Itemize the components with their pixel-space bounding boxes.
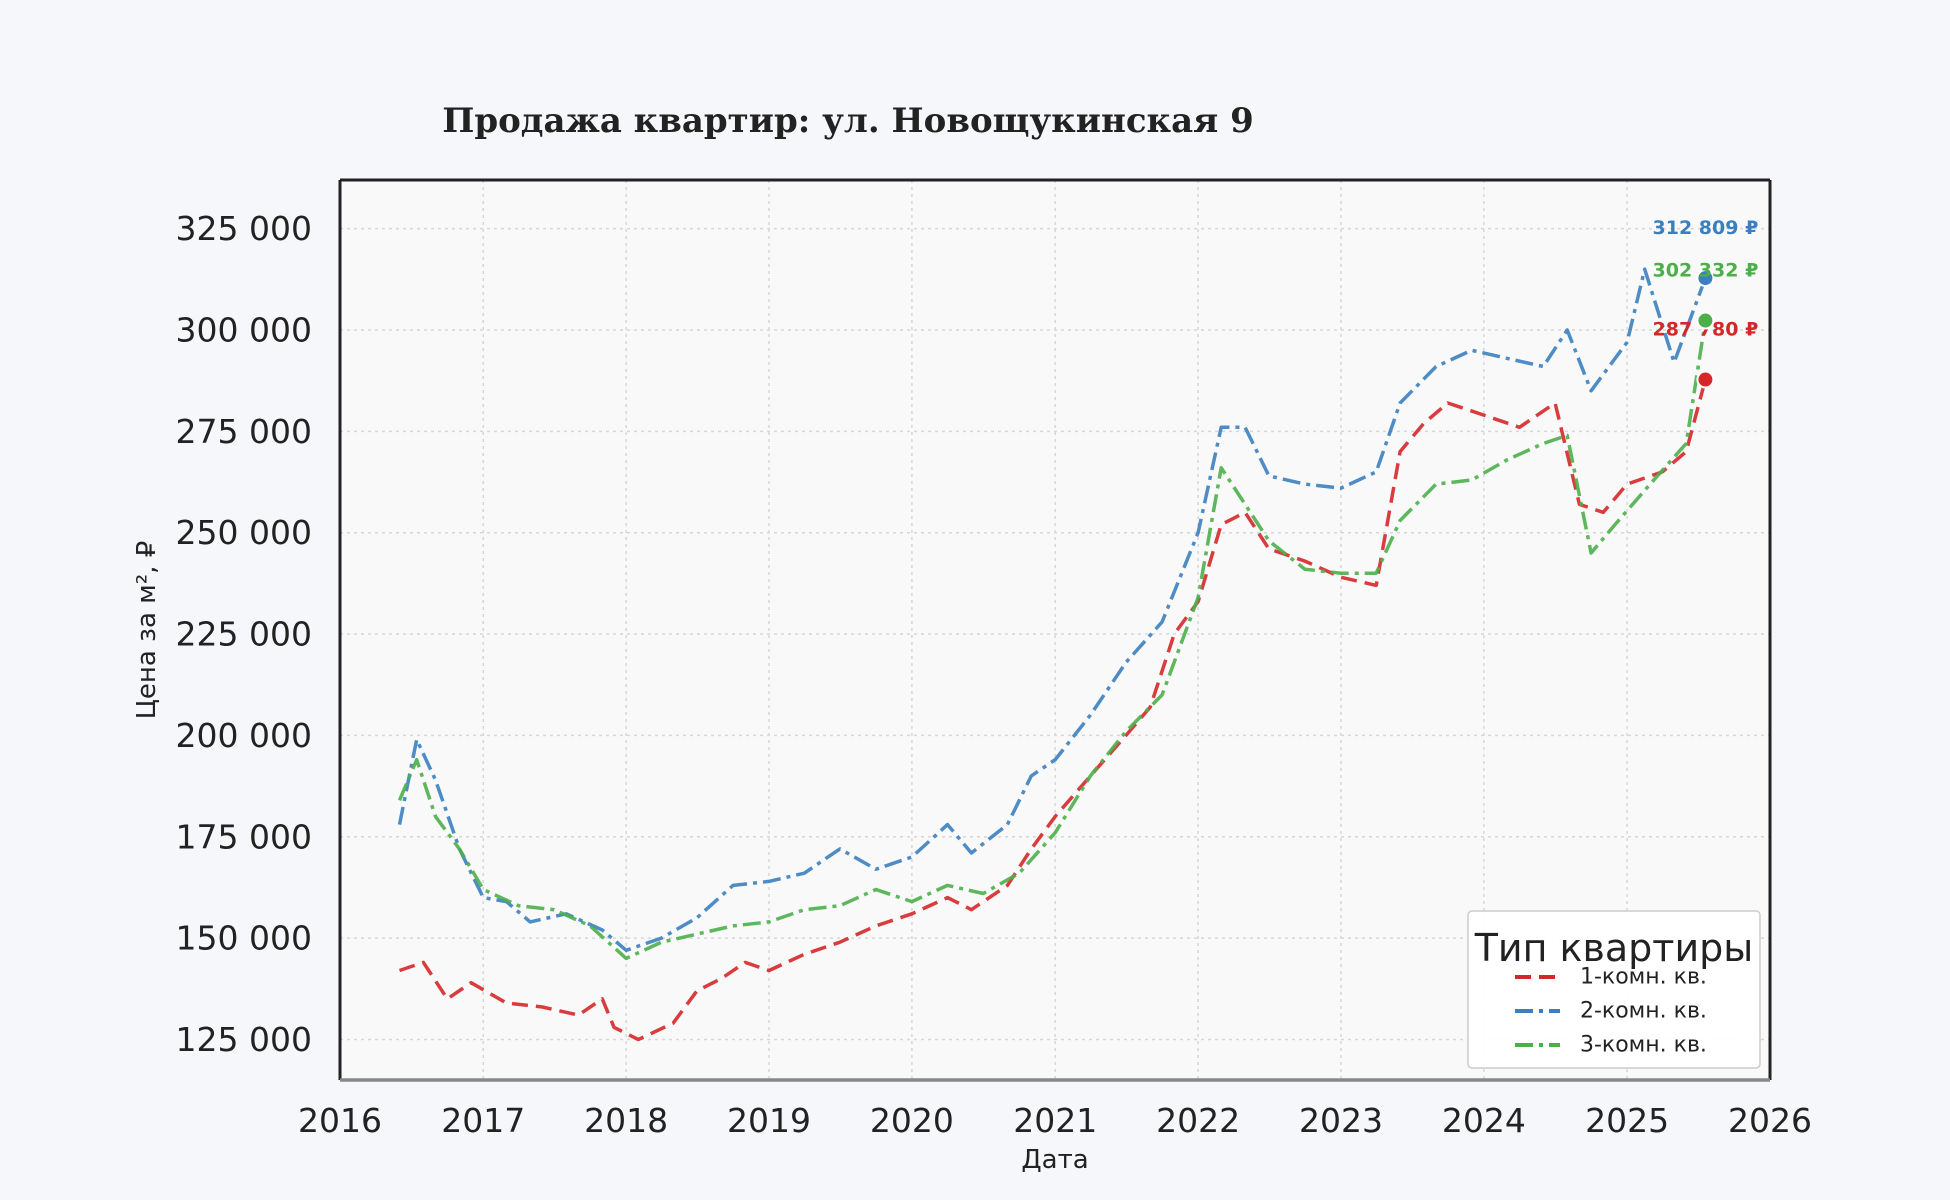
end-markers: 287 780 ₽312 809 ₽302 332 ₽ <box>1653 217 1759 389</box>
y-tick-label: 250 000 <box>176 513 312 552</box>
y-tick-label: 275 000 <box>176 412 312 451</box>
series-line-3 <box>397 320 1708 961</box>
legend-label-1: 1-комн. кв. <box>1580 965 1707 990</box>
x-tick-label: 2020 <box>870 1101 954 1140</box>
end-point-3 <box>1696 311 1715 330</box>
axes-frame <box>338 178 1772 1082</box>
legend-box <box>1467 910 1761 1069</box>
series-layer <box>397 267 1708 1042</box>
grid <box>339 180 1771 1080</box>
x-tick-label: 2018 <box>584 1101 668 1140</box>
y-tick-label: 175 000 <box>176 817 312 856</box>
y-tick-label: 325 000 <box>176 209 312 248</box>
legend-entries: 1-комн. кв. 2-комн. кв. 3-комн. кв. <box>1515 965 1707 1058</box>
series-line-1 <box>398 379 1708 1042</box>
legend-label-3: 3-комн. кв. <box>1580 1033 1707 1058</box>
legend-title: Тип квартиры <box>1474 926 1754 970</box>
x-tick-label: 2019 <box>727 1101 811 1140</box>
x-tick-label: 2022 <box>1156 1101 1240 1140</box>
x-axis-label: Дата <box>1021 1145 1088 1175</box>
x-tick-label: 2021 <box>1013 1101 1097 1140</box>
x-axis-ticks: 2016 2017 2018 2019 2020 2021 2022 2023 2024 2025… <box>298 1101 1812 1140</box>
x-tick-label: 2023 <box>1299 1101 1383 1140</box>
y-tick-label: 225 000 <box>176 615 312 654</box>
y-tick-label: 300 000 <box>176 311 312 350</box>
end-label-3: 302 332 ₽ <box>1653 260 1759 282</box>
end-label-2: 312 809 ₽ <box>1653 217 1759 239</box>
y-tick-label: 150 000 <box>176 919 312 958</box>
x-tick-label: 2016 <box>298 1101 382 1140</box>
x-tick-label: 2025 <box>1585 1101 1669 1140</box>
y-axis-ticks: 125 000 150 000 175 000 200 000 225 000 250 0… <box>176 209 312 1059</box>
legend: Тип квартиры 1-комн. кв. 2-комн. кв. 3-ком… <box>1467 910 1761 1069</box>
end-point-2 <box>1696 269 1715 288</box>
y-tick-label: 125 000 <box>176 1020 312 1059</box>
x-tick-label: 2026 <box>1728 1101 1812 1140</box>
end-point-1 <box>1696 370 1715 389</box>
y-tick-label: 200 000 <box>176 716 312 755</box>
legend-label-2: 2-комн. кв. <box>1580 999 1707 1024</box>
chart-title: Продажа квартир: ул. Новощукинская 9 <box>442 101 1254 141</box>
x-tick-label: 2024 <box>1442 1101 1526 1140</box>
x-tick-label: 2017 <box>441 1101 525 1140</box>
y-axis-label: Цена за м², ₽ <box>132 541 162 720</box>
